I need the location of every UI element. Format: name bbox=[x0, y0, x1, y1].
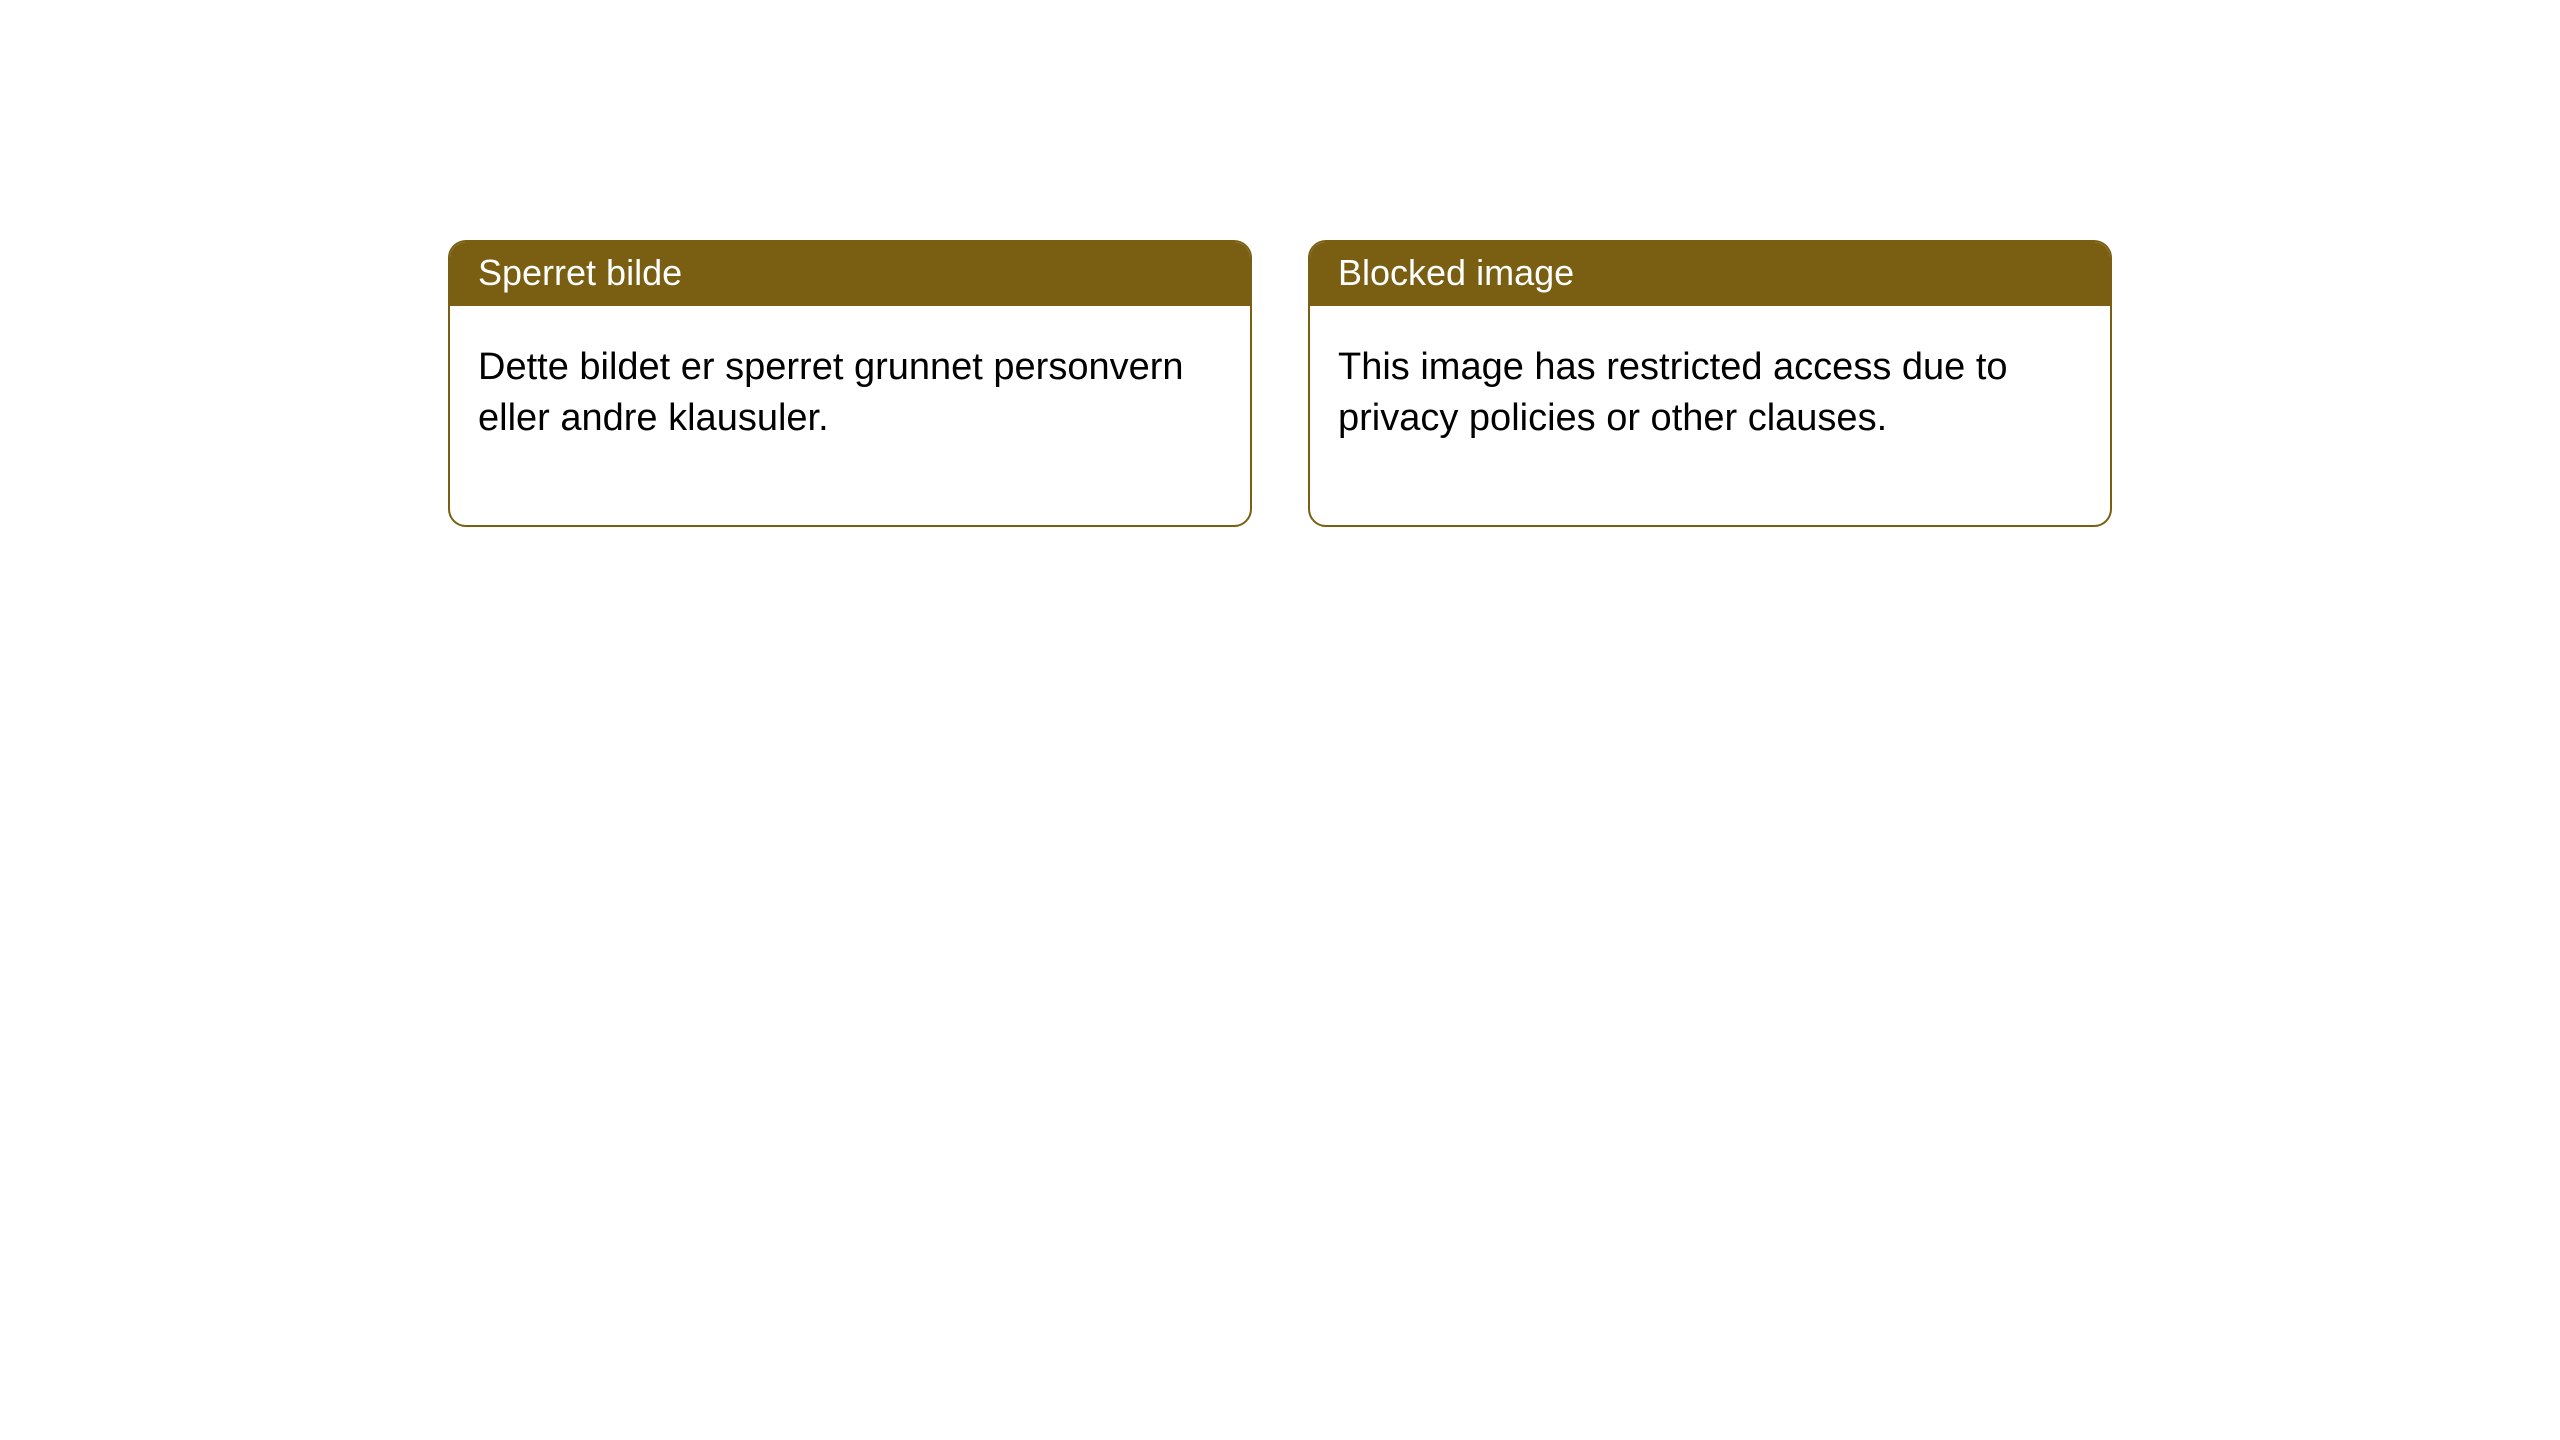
notice-card-norwegian: Sperret bilde Dette bildet er sperret gr… bbox=[448, 240, 1252, 527]
card-body-norwegian: Dette bildet er sperret grunnet personve… bbox=[450, 306, 1250, 525]
card-body-english: This image has restricted access due to … bbox=[1310, 306, 2110, 525]
card-header-norwegian: Sperret bilde bbox=[450, 242, 1250, 306]
notice-card-english: Blocked image This image has restricted … bbox=[1308, 240, 2112, 527]
notice-container: Sperret bilde Dette bildet er sperret gr… bbox=[0, 0, 2560, 527]
card-header-english: Blocked image bbox=[1310, 242, 2110, 306]
